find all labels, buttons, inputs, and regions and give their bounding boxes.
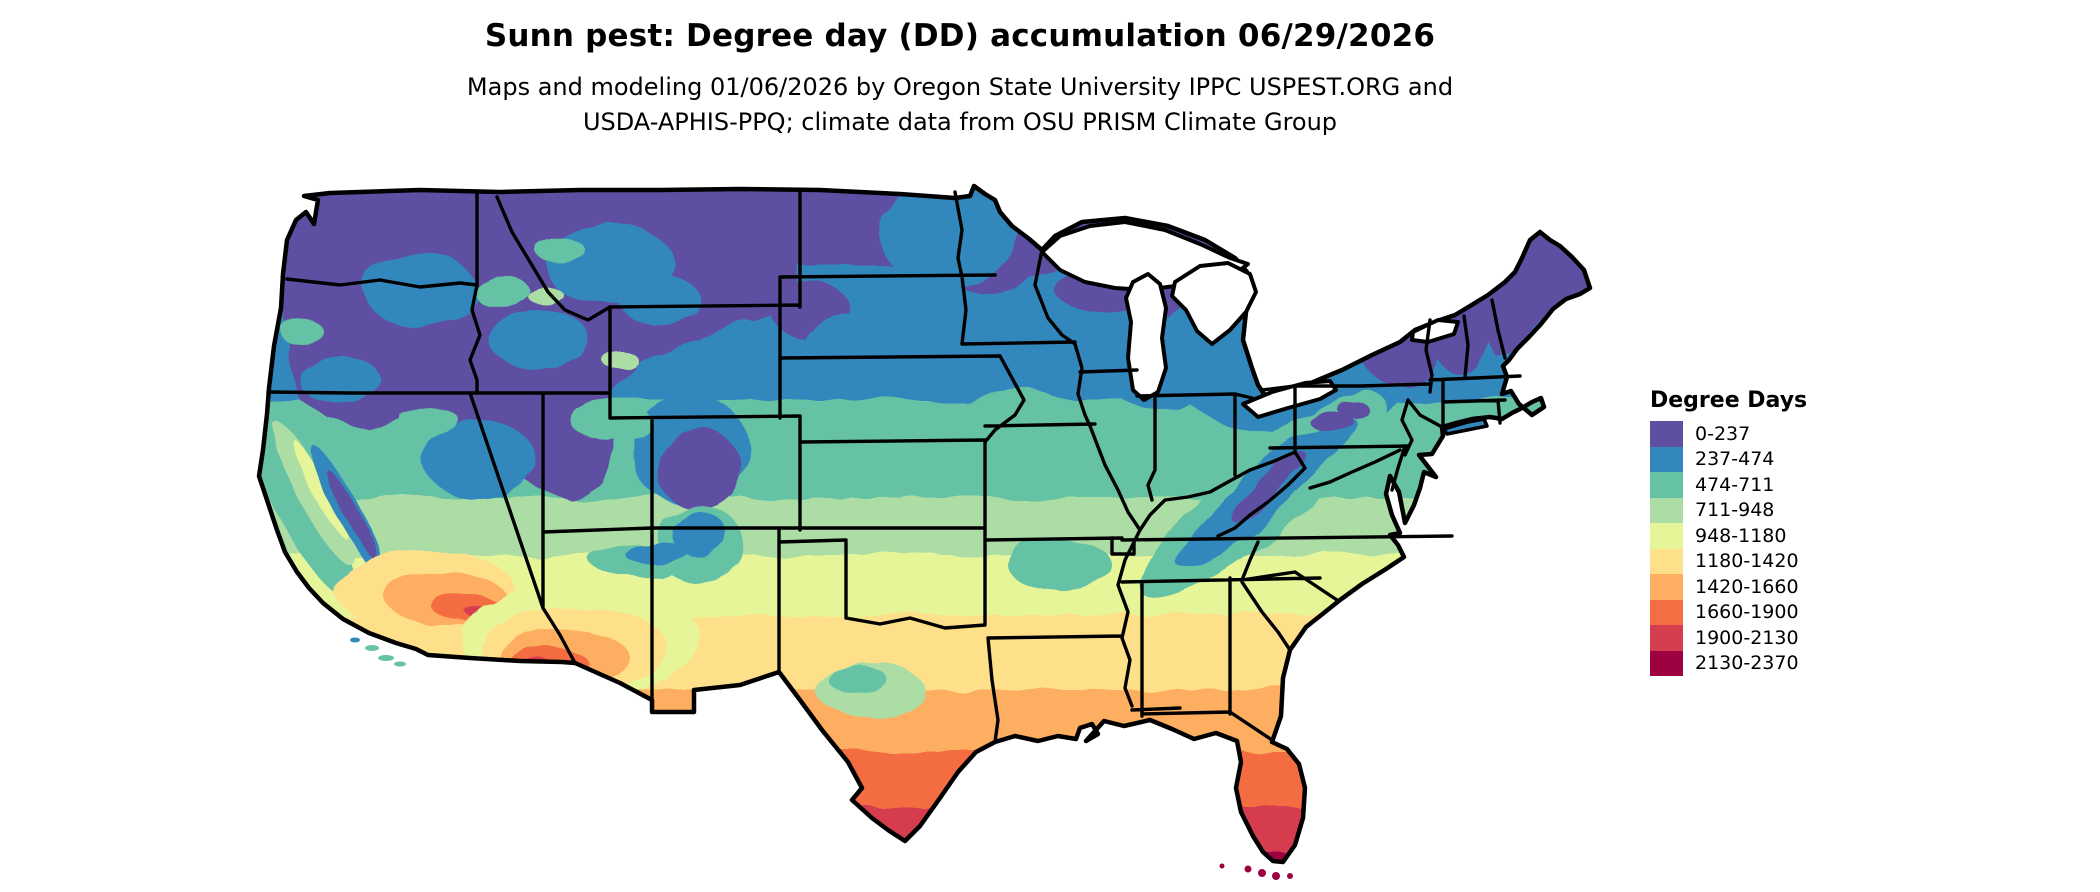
degree-day-raster [259, 186, 1590, 862]
legend-row: 1420-1660 [1650, 574, 1807, 600]
legend-swatch [1650, 523, 1683, 549]
legend-label: 1660-1900 [1695, 601, 1799, 624]
subtitle-line-1: Maps and modeling 01/06/2026 by Oregon S… [466, 73, 1454, 101]
lake-huron [1170, 261, 1258, 346]
subtitle-line-2: USDA-APHIS-PPQ; climate data from OSU PR… [582, 108, 1338, 136]
legend-row: 474-711 [1650, 472, 1807, 498]
channel-islands [350, 637, 406, 667]
legend-row: 1900-2130 [1650, 625, 1807, 651]
lake-ontario [1410, 318, 1460, 344]
legend-row: 1660-1900 [1650, 599, 1807, 625]
legend: Degree Days 0-237 237-474 474-711 711-948 94… [1650, 388, 1807, 676]
legend-title: Degree Days [1650, 388, 1808, 413]
legend-label: 948-1180 [1695, 524, 1787, 547]
legend-swatch [1650, 599, 1683, 625]
legend-label: 474-711 [1695, 473, 1775, 496]
legend-swatch [1650, 625, 1683, 651]
page-title: Sunn pest: Degree day (DD) accumulation … [484, 18, 1436, 54]
legend-label: 237-474 [1695, 448, 1775, 471]
legend-row: 1180-1420 [1650, 548, 1807, 574]
legend-swatch [1650, 446, 1683, 472]
legend-swatch [1650, 497, 1683, 523]
legend-swatch [1650, 472, 1683, 498]
lake-michigan [1124, 272, 1168, 402]
legend-label: 711-948 [1695, 499, 1775, 522]
legend-label: 0-237 [1695, 422, 1751, 445]
legend-label: 1420-1660 [1695, 575, 1799, 598]
legend-swatch [1650, 574, 1683, 600]
legend-row: 948-1180 [1650, 523, 1807, 549]
state-borders [266, 188, 1522, 744]
legend-label: 2130-2370 [1695, 652, 1799, 675]
legend-row: 237-474 [1650, 446, 1807, 472]
legend-swatch [1650, 548, 1683, 574]
legend-row: 2130-2370 [1650, 650, 1807, 676]
legend-row: 711-948 [1650, 497, 1807, 523]
legend-row: 0-237 [1650, 421, 1807, 447]
page-subtitle: Maps and modeling 01/06/2026 by Oregon S… [0, 70, 1920, 140]
legend-label: 1180-1420 [1695, 550, 1799, 573]
legend-swatch [1650, 650, 1683, 676]
legend-swatch [1650, 421, 1683, 447]
florida-keys [1219, 863, 1293, 880]
legend-label: 1900-2130 [1695, 626, 1799, 649]
legend-rows: 0-237 237-474 474-711 711-948 948-1180 1180-1… [1650, 421, 1807, 676]
long-island [1442, 417, 1489, 436]
title-block: Sunn pest: Degree day (DD) accumulation … [0, 0, 1920, 140]
conus-outline [256, 183, 1593, 865]
